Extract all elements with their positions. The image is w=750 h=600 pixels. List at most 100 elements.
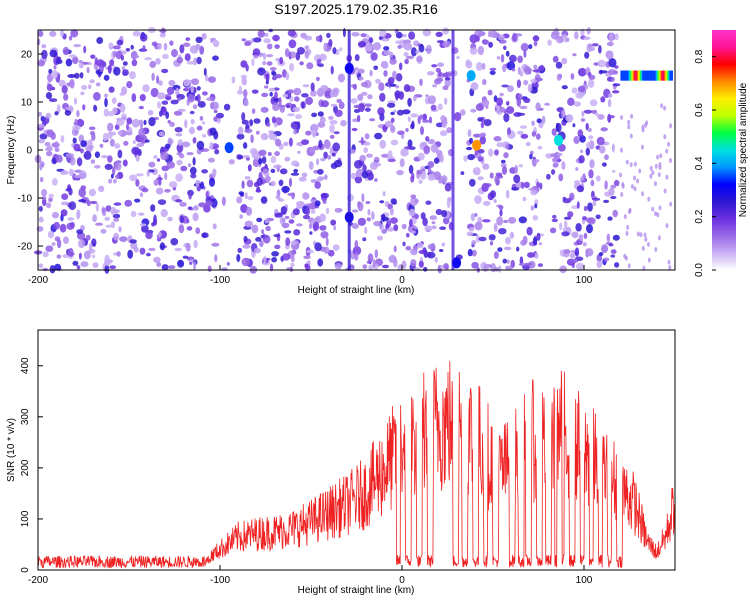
- heatmap-cell: [530, 78, 537, 84]
- x-tick-label: 100: [576, 575, 593, 586]
- heatmap-cell: [93, 104, 98, 112]
- heatmap-cell: [407, 139, 413, 148]
- heatmap-cell: [187, 163, 192, 168]
- heatmap-cell: [151, 72, 155, 81]
- heatmap-cell: [136, 143, 145, 147]
- heatmap-cell: [78, 62, 84, 69]
- heatmap-cell: [589, 99, 598, 107]
- heatmap-cell: [328, 115, 334, 120]
- heatmap-cell: [159, 32, 166, 38]
- heatmap-cell: [206, 97, 215, 101]
- heatmap-cell: [552, 55, 559, 63]
- heatmap-cell: [608, 58, 617, 68]
- heatmap-cell: [422, 119, 430, 123]
- heatmap-cell: [164, 143, 171, 149]
- heatmap-cell: [68, 247, 74, 257]
- heatmap-cell: [354, 67, 359, 71]
- heatmap-cell: [463, 155, 468, 162]
- heatmap-cell: [48, 68, 53, 74]
- heatmap-cell: [127, 249, 134, 259]
- heatmap-cell: [413, 226, 418, 230]
- heatmap-cell: [481, 62, 486, 70]
- heatmap-cell: [482, 79, 487, 85]
- heatmap-cell: [520, 239, 527, 246]
- heatmap-cell: [242, 244, 251, 249]
- heatmap-cell: [523, 79, 529, 86]
- heatmap-cell: [54, 111, 59, 116]
- heatmap-cell: [538, 242, 543, 246]
- heatmap-cell: [80, 261, 89, 268]
- heatmap-cell: [638, 168, 642, 174]
- heatmap-cell: [196, 94, 201, 103]
- heatmap-cell: [86, 66, 90, 74]
- heatmap-cell: [37, 60, 46, 67]
- heatmap-cell: [366, 217, 371, 222]
- heatmap-cell: [405, 55, 414, 60]
- heatmap-cell: [501, 166, 508, 175]
- heatmap-cell: [516, 79, 522, 88]
- heatmap-cell: [273, 164, 282, 169]
- heatmap-cell: [329, 134, 335, 139]
- heatmap-cell: [592, 200, 597, 207]
- heatmap-cell: [265, 174, 271, 184]
- heatmap-cell: [658, 205, 662, 211]
- heatmap-cell: [520, 43, 529, 52]
- heatmap-cell: [240, 74, 247, 79]
- heatmap-cell: [273, 74, 283, 79]
- heatmap-cell: [212, 55, 219, 61]
- heatmap-cell: [588, 74, 596, 80]
- heatmap-cell: [330, 65, 334, 75]
- heatmap-cell: [608, 69, 617, 75]
- heatmap-cell: [585, 248, 594, 257]
- heatmap-cell: [659, 153, 663, 159]
- heatmap-cell: [441, 242, 445, 247]
- heatmap-cell: [651, 170, 655, 176]
- heatmap-cell: [46, 129, 54, 138]
- heatmap-cell: [408, 31, 416, 40]
- heatmap-cell: [187, 93, 195, 103]
- heatmap-cell: [428, 116, 433, 124]
- heatmap-cell: [525, 141, 531, 147]
- heatmap-cell: [537, 263, 544, 267]
- heatmap-cell: [397, 130, 405, 136]
- heatmap-cell: [395, 92, 399, 101]
- heatmap-cell: [383, 49, 391, 56]
- heatmap-cell: [76, 229, 84, 235]
- heatmap-cell: [356, 114, 361, 123]
- heatmap-cell: [603, 257, 610, 262]
- heatmap-cell: [531, 130, 537, 137]
- heatmap-cell: [630, 184, 634, 190]
- heatmap-cell: [301, 101, 305, 109]
- heatmap-cell: [63, 236, 69, 244]
- heatmap-cell: [551, 128, 557, 136]
- heatmap-cell: [360, 136, 364, 146]
- heatmap-cell: [131, 146, 140, 155]
- heatmap-cell: [245, 206, 253, 216]
- heatmap-cell: [296, 200, 305, 207]
- heatmap-cell: [399, 62, 403, 71]
- heatmap-cell: [610, 249, 617, 254]
- heatmap-cell: [625, 159, 629, 165]
- heatmap-cell: [80, 140, 87, 148]
- heatmap-cell: [510, 259, 515, 269]
- heatmap-cell: [395, 73, 403, 82]
- heatmap-cell: [142, 84, 150, 93]
- heatmap-cell: [193, 57, 197, 66]
- spectrogram-streak: [451, 30, 455, 270]
- heatmap-cell: [98, 185, 105, 192]
- heatmap-cell: [103, 108, 109, 117]
- heatmap-cell: [472, 167, 481, 176]
- heatmap-cell: [51, 87, 56, 91]
- heatmap-cell: [364, 133, 370, 140]
- heatmap-cell: [561, 231, 570, 237]
- heatmap-cell: [253, 118, 261, 124]
- heatmap-cell: [574, 31, 579, 40]
- heatmap-cell: [148, 117, 156, 127]
- heatmap-cell: [214, 149, 220, 155]
- heatmap-cell: [565, 114, 574, 122]
- heatmap-cell: [104, 93, 108, 98]
- heatmap-cell: [353, 109, 361, 113]
- heatmap-cell: [241, 180, 245, 189]
- heatmap-cell: [187, 189, 194, 197]
- heatmap-cell: [519, 125, 528, 129]
